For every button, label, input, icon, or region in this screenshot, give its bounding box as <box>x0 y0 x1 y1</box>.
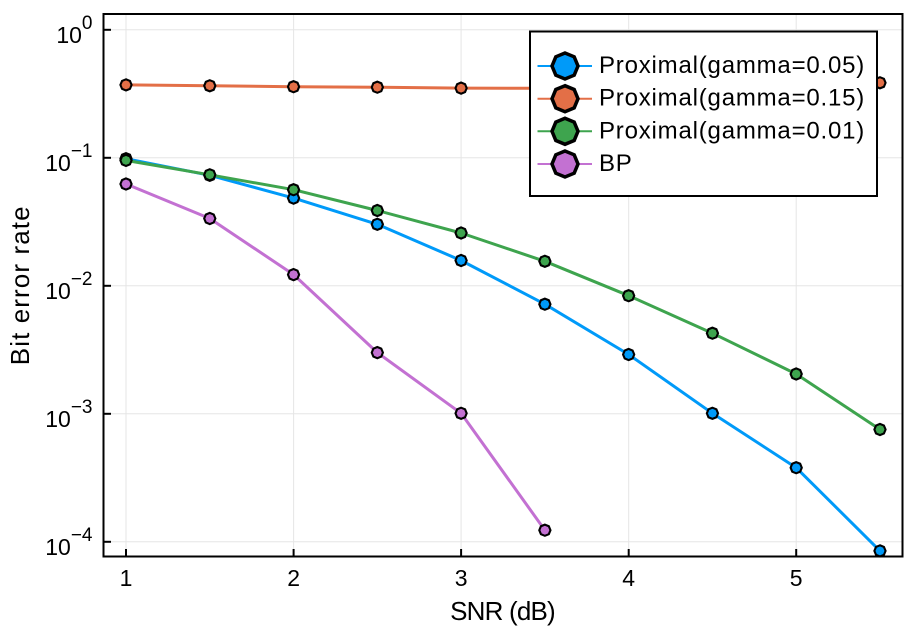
svg-text:BP: BP <box>599 150 633 177</box>
svg-text:4: 4 <box>622 565 635 591</box>
svg-text:Proximal(gamma=0.15): Proximal(gamma=0.15) <box>599 85 865 112</box>
svg-text:1: 1 <box>120 565 133 591</box>
svg-text:Proximal(gamma=0.01): Proximal(gamma=0.01) <box>599 117 865 144</box>
svg-text:Bit error rate: Bit error rate <box>5 205 35 365</box>
svg-text:Proximal(gamma=0.05): Proximal(gamma=0.05) <box>599 52 865 79</box>
svg-text:2: 2 <box>287 565 300 591</box>
svg-text:5: 5 <box>790 565 803 591</box>
svg-text:SNR (dB): SNR (dB) <box>450 596 555 626</box>
svg-text:3: 3 <box>455 565 468 591</box>
